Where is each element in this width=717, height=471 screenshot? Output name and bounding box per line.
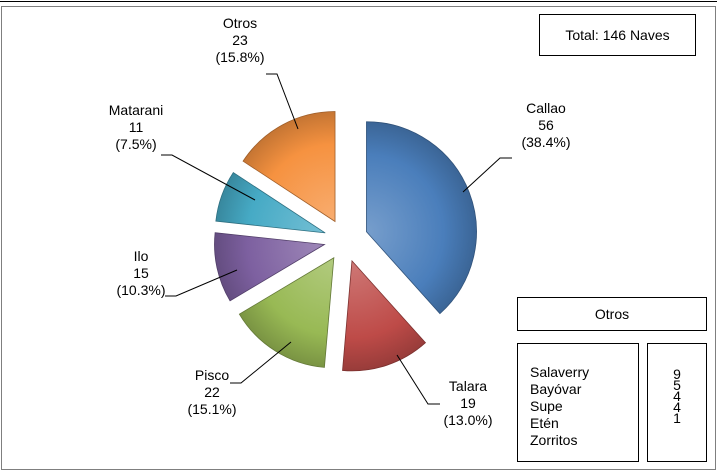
leader-line-otros (266, 73, 299, 130)
slice-labels: Callao56(38.4%)Talara19(13.0%)Pisco22(15… (109, 15, 571, 428)
slice-label-percent-matarani: (7.5%) (115, 136, 156, 152)
otros-row-value: 4 (673, 399, 681, 415)
pie-slice-talara (342, 259, 427, 372)
otros-row-value: 1 (673, 410, 681, 426)
slice-label-name-otros: Otros (223, 15, 257, 31)
otros-row-value: 5 (673, 377, 681, 393)
slice-label-value-matarani: 11 (129, 119, 144, 135)
otros-row-name: Zorritos (530, 432, 578, 448)
total-box: Total: 146 Naves (539, 14, 696, 56)
slice-label-value-talara: 19 (460, 395, 476, 411)
slice-label-name-pisco: Pisco (195, 367, 229, 383)
pie-slice-callao (366, 121, 477, 315)
slice-label-value-ilo: 15 (133, 265, 149, 281)
slice-label-value-otros: 23 (232, 32, 248, 48)
total-label: Total: 146 Naves (565, 27, 670, 43)
otros-table-title-box: Otros (517, 297, 707, 331)
pie-slices (214, 111, 477, 372)
leader-line-ilo (165, 269, 238, 297)
otros-row-value: 4 (673, 388, 681, 404)
leader-line-callao (462, 157, 512, 193)
slice-label-percent-pisco: (15.1%) (187, 401, 236, 417)
slice-label-percent-otros: (15.8%) (215, 49, 264, 65)
otros-table-title: Otros (594, 306, 630, 322)
otros-row-value: 9 (673, 366, 681, 382)
leader-line-talara (396, 354, 440, 405)
pie-slice-pisco (238, 257, 335, 368)
otros-row-name: Bayóvar (530, 381, 582, 397)
slice-label-value-callao: 56 (538, 117, 554, 133)
otros-table-names: Salaverry Bayóvar Supe Etén Zorritos (517, 343, 639, 462)
slice-label-name-callao: Callao (526, 100, 566, 116)
slice-label-percent-callao: (38.4%) (521, 134, 570, 150)
otros-row-name: Supe (530, 398, 563, 414)
leader-line-pisco (230, 341, 292, 384)
slice-label-percent-talara: (13.0%) (443, 412, 492, 428)
slice-label-name-matarani: Matarani (109, 102, 163, 118)
otros-row-name: Salaverry (530, 364, 590, 380)
slice-label-name-ilo: Ilo (134, 248, 149, 264)
pie-slice-ilo (214, 232, 326, 302)
slice-label-name-talara: Talara (449, 378, 487, 394)
leader-line-matarani (161, 154, 256, 201)
otros-row-name: Etén (530, 415, 559, 431)
otros-table-values: 9 5 4 4 1 (647, 343, 707, 462)
leader-lines (161, 73, 512, 405)
pie-slice-otros (242, 111, 336, 223)
slice-label-percent-ilo: (10.3%) (116, 282, 165, 298)
slice-label-value-pisco: 22 (204, 384, 220, 400)
pie-slice-matarani (215, 171, 326, 234)
